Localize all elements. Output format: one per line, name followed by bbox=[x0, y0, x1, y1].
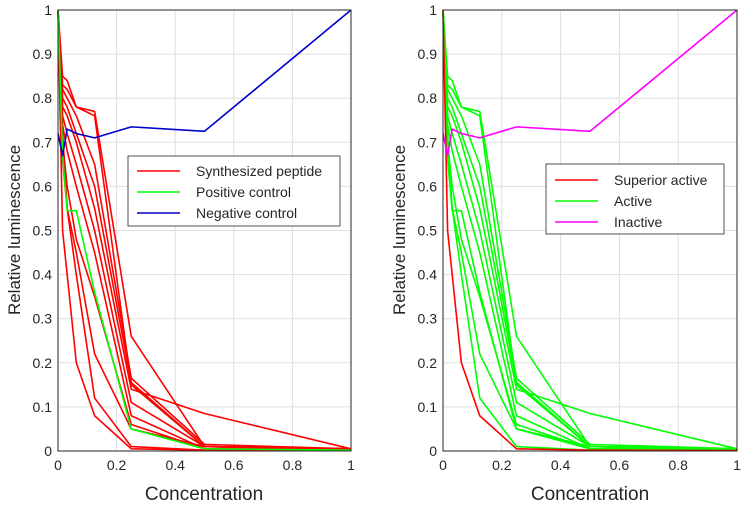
left-series-line-12 bbox=[57, 9, 352, 157]
left-series-line-2 bbox=[57, 9, 352, 450]
right-series-line-1 bbox=[442, 9, 738, 450]
right-series-layer bbox=[442, 9, 738, 452]
right-series-line-3 bbox=[442, 9, 738, 450]
right-series-line-11 bbox=[442, 9, 738, 452]
right-series-line-12 bbox=[442, 9, 738, 157]
left-x-axis-label: Concentration bbox=[145, 484, 263, 505]
right-x-tick-label: 0.8 bbox=[668, 457, 688, 473]
left-legend-label-1: Positive control bbox=[196, 184, 291, 200]
left-legend: Synthesized peptide Positive control Neg… bbox=[127, 155, 341, 227]
right-series-line-5 bbox=[442, 9, 738, 450]
right-y-tick-label: 0.2 bbox=[418, 355, 438, 371]
left-y-tick-label: 0.5 bbox=[33, 223, 53, 239]
left-x-tick-label: 1 bbox=[347, 457, 355, 473]
left-y-tick-label: 0 bbox=[44, 443, 52, 459]
left-series-line-10 bbox=[57, 9, 352, 452]
left-chart: 0 0.1 0.2 0.3 0.4 0.5 0.6 0.7 0.8 0.9 1 0 0.2 0.4 0.6 0… bbox=[5, 2, 355, 505]
right-legend-label-0: Superior active bbox=[614, 172, 708, 188]
left-series-line-4 bbox=[57, 9, 352, 450]
left-series-line-5 bbox=[57, 9, 352, 450]
left-y-tick-label: 0.7 bbox=[33, 134, 53, 150]
right-y-tick-label: 0.9 bbox=[418, 46, 438, 62]
left-y-tick-label: 0.4 bbox=[33, 267, 53, 283]
right-y-tick-label: 0.8 bbox=[418, 90, 438, 106]
left-x-tick-label: 0.6 bbox=[224, 457, 244, 473]
right-legend-label-2: Inactive bbox=[614, 214, 662, 230]
right-x-axis-label: Concentration bbox=[531, 484, 649, 505]
left-y-tick-label: 0.9 bbox=[33, 46, 53, 62]
left-x-tick-label: 0 bbox=[54, 457, 62, 473]
right-legend-label-1: Active bbox=[614, 193, 652, 209]
left-y-tick-label: 0.1 bbox=[33, 399, 53, 415]
right-y-tick-label: 0.4 bbox=[418, 267, 438, 283]
left-x-tick-label: 0.4 bbox=[165, 457, 185, 473]
left-x-tick-label: 0.8 bbox=[283, 457, 303, 473]
right-chart: 0 0.1 0.2 0.3 0.4 0.5 0.6 0.7 0.8 0.9 1 0 0.2 0.4 0.6 0… bbox=[390, 2, 741, 505]
left-y-tick-label: 0.3 bbox=[33, 311, 53, 327]
right-x-tick-label: 0.2 bbox=[492, 457, 512, 473]
left-y-tick-label: 0.8 bbox=[33, 90, 53, 106]
right-legend: Superior active Active Inactive bbox=[545, 163, 725, 235]
left-y-tick-label: 0.6 bbox=[33, 178, 53, 194]
right-x-tick-label: 0 bbox=[439, 457, 447, 473]
right-series-line-4 bbox=[442, 9, 738, 450]
left-series-layer bbox=[57, 9, 352, 452]
left-series-line-1 bbox=[57, 9, 352, 450]
left-legend-label-2: Negative control bbox=[196, 205, 297, 221]
left-x-tick-label: 0.2 bbox=[107, 457, 127, 473]
right-series-line-2 bbox=[442, 9, 738, 450]
right-x-tick-label: 0.6 bbox=[610, 457, 630, 473]
right-x-tick-label: 0.4 bbox=[551, 457, 571, 473]
right-x-tick-label: 1 bbox=[733, 457, 741, 473]
left-y-tick-label: 0.2 bbox=[33, 355, 53, 371]
left-legend-label-0: Synthesized peptide bbox=[196, 163, 322, 179]
left-series-line-11 bbox=[57, 9, 352, 451]
left-y-axis-label: Relative luminescence bbox=[5, 145, 24, 315]
right-series-line-10 bbox=[442, 9, 738, 451]
right-y-tick-label: 0.1 bbox=[418, 399, 438, 415]
left-y-tick-label: 1 bbox=[44, 2, 52, 18]
right-y-tick-label: 0 bbox=[429, 443, 437, 459]
right-y-tick-label: 0.3 bbox=[418, 311, 438, 327]
right-y-tick-label: 0.7 bbox=[418, 134, 438, 150]
right-y-axis-label: Relative luminescence bbox=[390, 145, 409, 315]
left-series-line-3 bbox=[57, 9, 352, 450]
right-y-tick-label: 0.6 bbox=[418, 178, 438, 194]
right-y-tick-label: 1 bbox=[429, 2, 437, 18]
right-y-tick-label: 0.5 bbox=[418, 223, 438, 239]
